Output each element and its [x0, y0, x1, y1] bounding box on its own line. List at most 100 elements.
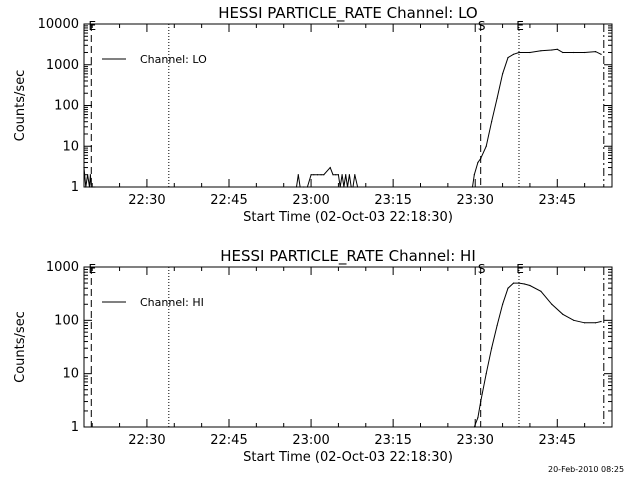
data-point-lo — [316, 174, 319, 176]
data-point-hi — [595, 322, 597, 324]
y-tick-label-hi: 1 — [71, 420, 79, 435]
data-point-hi — [573, 319, 575, 321]
data-point-lo — [556, 48, 558, 50]
data-point-hi — [496, 324, 498, 327]
data-point-lo — [507, 57, 509, 59]
data-point-lo — [306, 186, 308, 188]
data-point-hi — [551, 303, 553, 305]
x-tick-label-lo: 23:30 — [456, 193, 493, 208]
data-point-hi — [529, 284, 531, 287]
data-point-lo — [295, 186, 298, 188]
data-point-lo — [477, 161, 479, 164]
y-tick-label-lo: 100 — [54, 99, 79, 114]
data-point-hi — [480, 401, 482, 403]
chart-hi-panel: HESSI PARTICLE_RATE Channel: HI Start Tim… — [13, 247, 613, 465]
data-point-lo — [551, 49, 553, 51]
chart-title-hi: HESSI PARTICLE_RATE Channel: HI — [220, 247, 476, 266]
data-point-lo — [529, 51, 531, 54]
data-point-lo — [354, 174, 356, 176]
data-point-lo — [512, 53, 515, 55]
x-tick-label-lo: 22:45 — [210, 193, 247, 208]
data-point-lo — [310, 174, 312, 176]
data-point-hi — [507, 287, 509, 289]
data-point-lo — [346, 186, 349, 188]
series-line-lo-0 — [83, 48, 602, 188]
data-point-lo — [299, 186, 301, 188]
data-point-hi — [502, 303, 504, 305]
data-point-lo — [540, 50, 542, 52]
y-tick-label-lo: 1000 — [46, 58, 79, 73]
data-point-lo — [496, 97, 498, 99]
x-axis-label-hi: Start Time (02-Oct-03 22:18:30) — [243, 450, 453, 465]
data-point-hi — [491, 347, 493, 349]
data-point-lo — [91, 186, 93, 188]
data-point-hi — [562, 313, 564, 315]
data-point-lo — [471, 186, 474, 188]
data-point-lo — [320, 174, 322, 176]
marker-label-lo-0: E — [88, 19, 96, 33]
data-point-lo — [357, 186, 359, 188]
x-tick-label-hi: 22:45 — [210, 433, 247, 448]
data-point-lo — [352, 186, 354, 188]
data-point-lo — [600, 53, 602, 55]
data-point-lo — [329, 167, 331, 169]
data-point-hi — [540, 290, 542, 292]
marker-label-hi-3: E — [516, 262, 524, 276]
data-point-lo — [502, 73, 504, 75]
data-point-hi — [518, 282, 520, 284]
marker-label-lo-2: S — [478, 19, 486, 33]
data-point-lo — [89, 174, 91, 176]
data-point-lo — [348, 174, 350, 176]
x-tick-label-lo: 23:15 — [374, 193, 411, 208]
y-axis-label-hi: Counts/sec — [13, 311, 28, 383]
x-tick-label-hi: 22:30 — [128, 433, 165, 448]
data-point-lo — [343, 186, 345, 188]
x-tick-label-lo: 22:30 — [128, 193, 165, 208]
marker-label-lo-3: E — [516, 19, 524, 33]
data-point-lo — [595, 51, 597, 53]
timestamp-footer: 20-Feb-2010 08:25 — [548, 465, 625, 474]
data-point-hi — [523, 283, 526, 285]
data-point-hi — [473, 426, 475, 428]
data-point-lo — [85, 186, 87, 188]
plot-frame-lo — [83, 23, 613, 188]
data-point-lo — [491, 121, 493, 123]
y-tick-label-lo: 1 — [71, 180, 79, 195]
data-point-lo — [297, 174, 299, 176]
data-point-hi — [512, 282, 515, 284]
series-line-hi-0 — [473, 282, 602, 428]
x-tick-label-lo: 23:45 — [539, 193, 576, 208]
data-point-lo — [92, 186, 94, 188]
data-point-lo — [87, 174, 89, 176]
data-point-lo — [94, 186, 96, 188]
y-tick-label-hi: 1000 — [46, 260, 79, 275]
data-point-lo — [339, 186, 341, 188]
chart-lo-panel: HESSI PARTICLE_RATE Channel: LO Start Tim… — [13, 4, 613, 225]
data-point-lo — [332, 174, 334, 176]
data-point-hi — [477, 417, 479, 419]
data-point-lo — [573, 51, 575, 54]
data-point-lo — [480, 157, 482, 160]
data-point-lo — [562, 51, 564, 54]
legend-label-hi: Channel: HI — [140, 296, 204, 309]
data-point-lo — [335, 174, 337, 176]
data-point-lo — [345, 174, 347, 176]
data-point-lo — [337, 174, 339, 176]
x-axis-label-lo: Start Time (02-Oct-03 22:18:30) — [243, 210, 453, 225]
x-tick-label-lo: 23:00 — [292, 193, 329, 208]
data-point-hi — [584, 322, 586, 324]
y-tick-label-hi: 10 — [62, 367, 79, 382]
marker-label-hi-2: S — [478, 262, 486, 276]
marker-label-hi-0: E — [88, 262, 96, 276]
data-point-hi — [485, 373, 487, 375]
data-point-lo — [518, 51, 520, 54]
x-tick-label-hi: 23:15 — [374, 433, 411, 448]
x-tick-label-hi: 23:00 — [292, 433, 329, 448]
data-point-lo — [584, 51, 586, 54]
y-tick-label-hi: 100 — [54, 313, 79, 328]
data-point-lo — [88, 186, 91, 188]
data-point-hi — [600, 320, 602, 323]
plot-frame-hi — [83, 266, 613, 428]
data-point-lo — [323, 174, 325, 176]
data-point-lo — [83, 167, 85, 169]
